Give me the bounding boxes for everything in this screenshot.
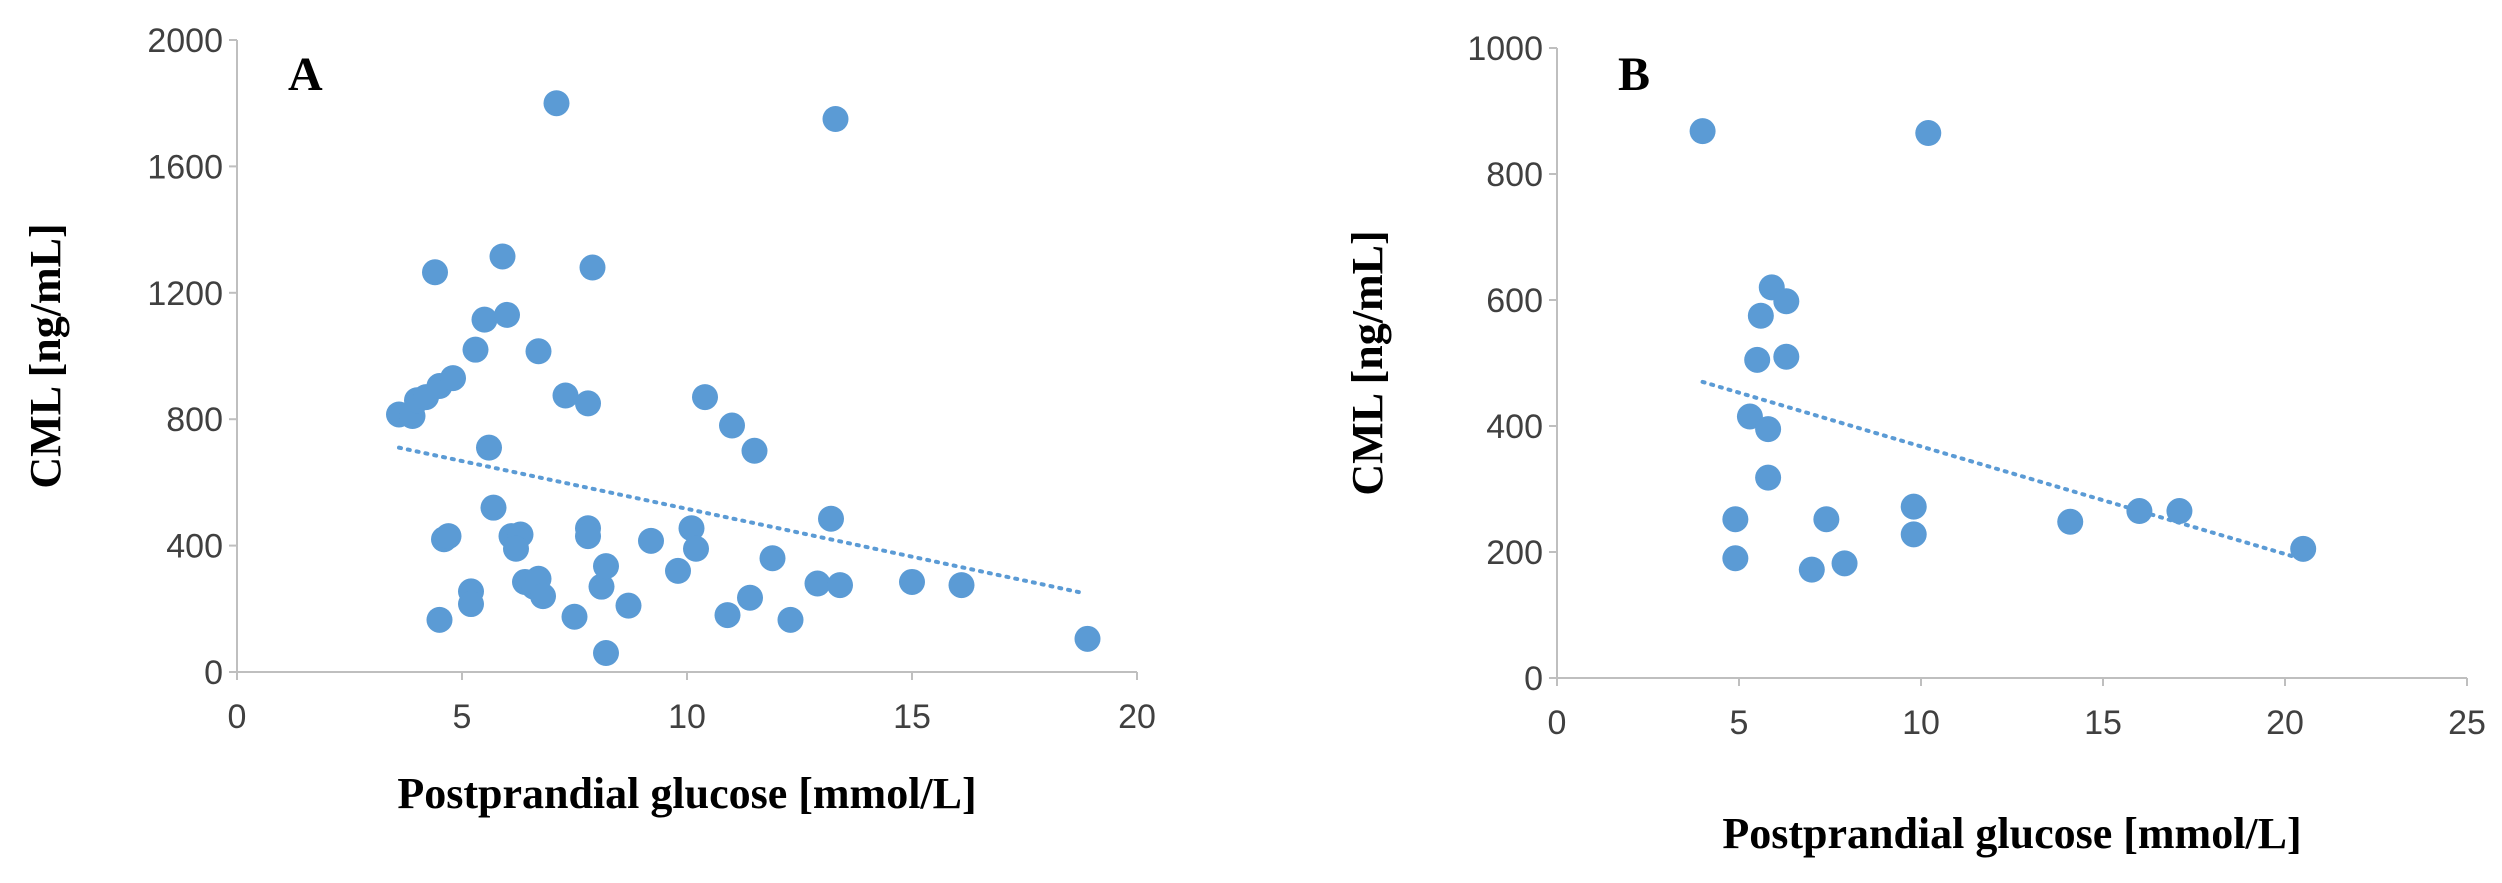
panel-a-data-point: [822, 106, 849, 132]
panel-a-data-point: [462, 336, 489, 363]
panel-b-data-point: [1813, 506, 1840, 533]
panel-a-data-point: [759, 545, 786, 572]
panel-a-x-tick-label: 5: [453, 698, 472, 736]
panel-a-data-point: [530, 583, 556, 610]
panel-a-data-point: [489, 243, 516, 270]
panel-a-trendline: [397, 445, 1085, 595]
panel-a-data-point: [741, 437, 768, 464]
panel-a-y-tick-label: 1200: [147, 275, 223, 313]
panel-a-data-point: [593, 640, 619, 667]
panel-a-letter: A: [288, 48, 323, 101]
panel-a-data-point: [440, 365, 466, 392]
panel-a-data-point: [593, 553, 619, 580]
panel-a-data-point: [777, 606, 804, 633]
panel-b-y-tick-label: 800: [1486, 156, 1543, 194]
panel-a-data-point: [494, 301, 520, 328]
panel-a-data-point: [719, 412, 745, 439]
panel-a-data-point: [525, 338, 552, 365]
panel-b-data-point: [1755, 464, 1782, 491]
panel-b-data-point: [1900, 493, 1927, 520]
panel-a-chart: 0 400 800 1200 1600 2000 0 5 10 15 20 A Postprand…: [21, 22, 1156, 818]
panel-b-y-tick-label: 1000: [1467, 30, 1543, 68]
panel-b-chart: 0 200 400 600 800 1000 0 5 10 15 20 25 B Postprand…: [1343, 30, 2486, 858]
panel-a-x-axis-label: Postprandial glucose [mmol/L]: [397, 769, 976, 818]
panel-b-data-point: [2057, 508, 2084, 535]
panel-a-y-tick-label: 1600: [147, 148, 223, 186]
panel-a-data-point: [435, 523, 462, 550]
panel-a-data-point: [638, 527, 664, 554]
panel-b-y-axis-label: CML [ng/mL]: [1343, 230, 1392, 495]
panel-a-data-point: [678, 515, 705, 542]
panel-b-letter: B: [1618, 48, 1650, 101]
panel-b-y-tick-label: 200: [1486, 534, 1543, 572]
panel-a-data-point: [665, 557, 691, 584]
panel-b-data-point: [2290, 535, 2317, 562]
panel-b-data-point: [1722, 506, 1749, 533]
panel-a-data-point: [683, 535, 709, 562]
panel-a-x-tick-label: 0: [228, 698, 247, 736]
panel-b-data-point: [1755, 416, 1782, 443]
panel-a-x-tick-label: 15: [893, 698, 931, 736]
panel-a-data-point: [471, 306, 498, 333]
panel-a-y-axis-label: CML [ng/mL]: [21, 223, 70, 488]
panel-a-data-point: [899, 568, 925, 595]
panel-a-y-tick-label: 0: [204, 654, 223, 692]
panel-b-data-point: [1744, 346, 1771, 373]
panel-a-y-tick-label: 800: [166, 401, 223, 439]
panel-b-data-point: [1747, 302, 1774, 329]
panel-a-data-point: [503, 535, 529, 562]
panel-b-y-tick-label: 400: [1486, 408, 1543, 446]
panel-a-data-point: [458, 591, 484, 618]
panel-b-x-tick-label: 25: [2448, 704, 2486, 742]
panel-a-data-point: [818, 505, 844, 532]
panel-b-y-tick-label: 0: [1524, 660, 1543, 698]
panel-a-data-point: [476, 434, 502, 461]
panel-b-y-tick-label: 600: [1486, 282, 1543, 320]
panel-b-trendline: [1700, 379, 2302, 561]
panel-b-x-tick-label: 15: [2084, 704, 2122, 742]
panel-a-data-point: [588, 573, 615, 600]
panel-a-data-point: [543, 90, 570, 117]
panel-b-x-axis-label: Postprandial glucose [mmol/L]: [1722, 809, 2301, 858]
panel-b-data-point: [1773, 288, 1800, 315]
panel-a-data-point: [827, 572, 853, 599]
panel-a-y-tick-label: 400: [166, 528, 223, 566]
panel-b-data-point: [1736, 403, 1763, 430]
panel-a-data-point: [615, 592, 642, 619]
panel-b-x-tick-label: 5: [1730, 704, 1749, 742]
panel-a-data-point: [561, 603, 588, 630]
panel-a-data-point: [422, 259, 448, 286]
panel-a-data-point: [804, 570, 831, 597]
panel-b-x-tick-label: 20: [2266, 704, 2304, 742]
panel-b-data-point: [1798, 556, 1825, 583]
panel-a-data-point: [579, 254, 606, 281]
panel-a-data-point: [575, 523, 601, 550]
panel-a-data-point: [552, 382, 579, 409]
panel-a-y-tick-label: 2000: [147, 22, 223, 60]
panel-a-data-point: [948, 572, 975, 599]
panel-b-data-point: [1900, 521, 1927, 548]
panel-a-x-tick-label: 10: [668, 698, 706, 736]
panel-b-data-point: [1722, 545, 1749, 572]
panel-a-data-point: [1074, 625, 1101, 652]
panel-a-data-point: [737, 584, 763, 611]
panel-b-data-point: [1831, 550, 1858, 577]
panel-a-data-point: [426, 606, 453, 633]
panel-b-data-point: [1689, 118, 1716, 145]
panel-b-x-tick-label: 0: [1548, 704, 1567, 742]
panel-b-data-point: [2166, 498, 2193, 525]
panel-b-data-point: [1915, 120, 1942, 147]
panel-a-data-point: [575, 390, 601, 417]
panel-a-x-tick-label: 20: [1118, 698, 1156, 736]
panel-a-data-point: [480, 494, 507, 521]
panel-b-x-tick-label: 10: [1902, 704, 1940, 742]
panel-a-data-point: [692, 384, 718, 411]
panel-a-data-point: [714, 602, 741, 629]
panel-b-data-point: [2126, 498, 2153, 525]
panel-b-data-point: [1773, 343, 1800, 370]
